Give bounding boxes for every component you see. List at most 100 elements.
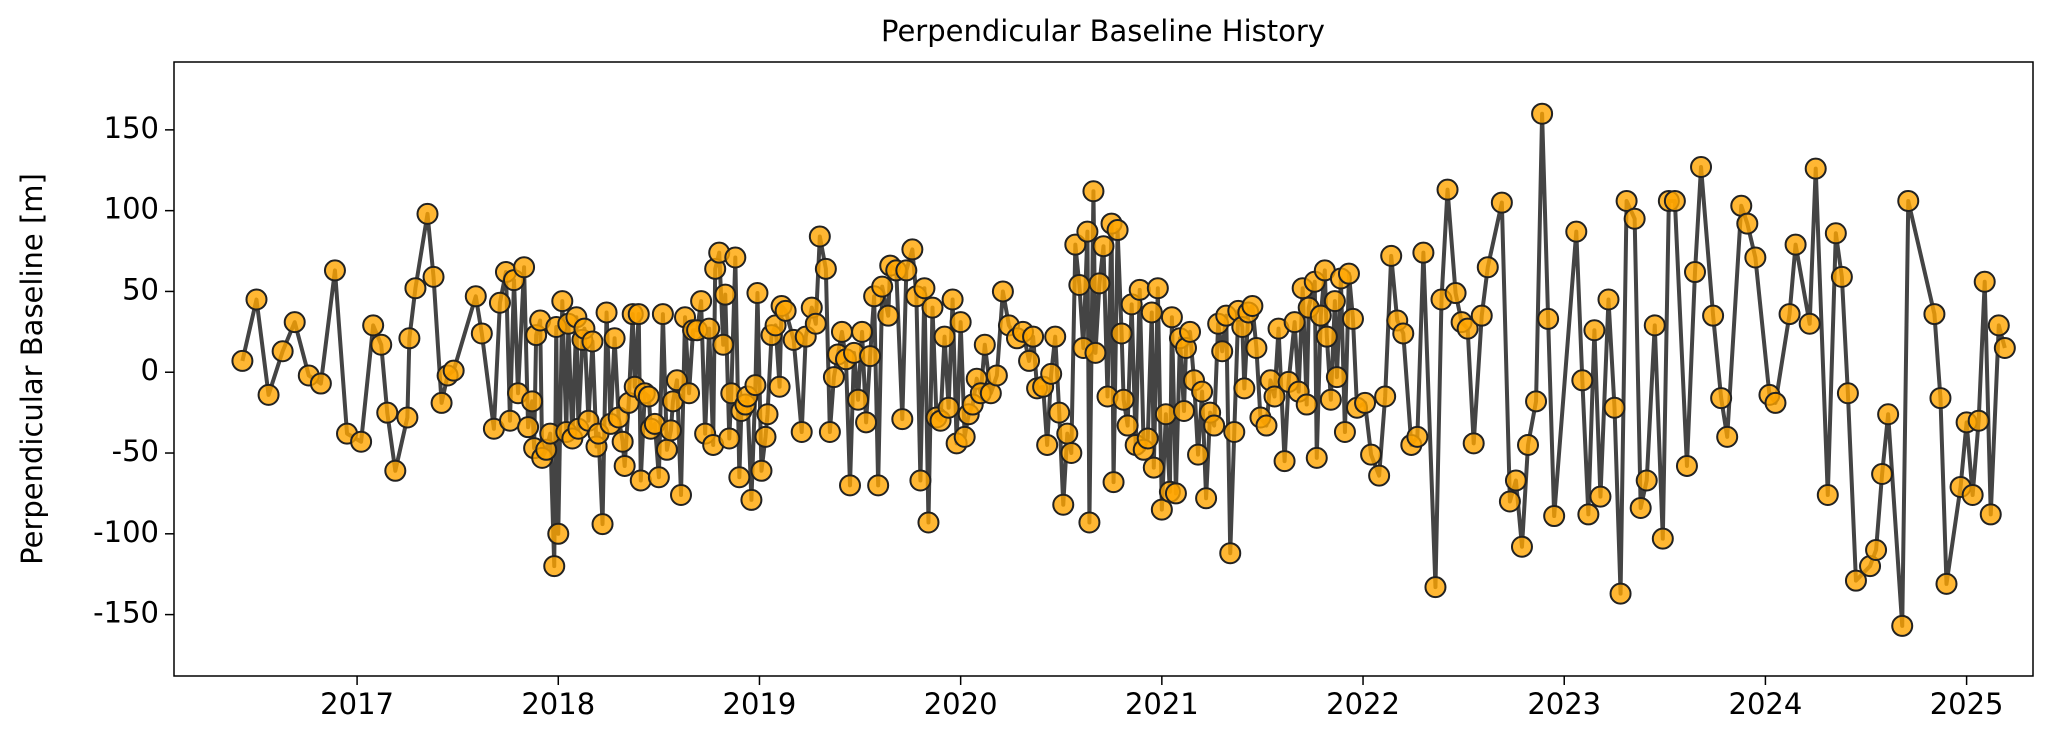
data-point	[1651, 527, 1674, 550]
data-point	[231, 349, 254, 372]
data-point	[581, 330, 604, 353]
y-tick-label: 0	[141, 353, 159, 387]
data-point	[1663, 189, 1686, 212]
data-point	[1128, 278, 1151, 301]
data-point	[1830, 265, 1853, 288]
y-tick-label: -150	[93, 596, 159, 630]
data-point	[1140, 301, 1163, 324]
data-point	[1146, 277, 1169, 300]
data-point	[1341, 307, 1364, 330]
data-point	[1498, 490, 1521, 513]
data-point	[1961, 484, 1984, 507]
data-point	[1112, 388, 1135, 411]
data-point	[985, 364, 1008, 387]
chart-title: Perpendicular Baseline History	[881, 14, 1325, 48]
data-point	[370, 333, 393, 356]
data-point	[547, 522, 570, 545]
data-point	[1804, 157, 1827, 180]
data-point	[1203, 414, 1226, 437]
y-tick-label: -50	[112, 434, 159, 468]
data-point	[1245, 336, 1268, 359]
data-point	[416, 202, 439, 225]
data-point	[603, 327, 626, 350]
data-point	[1424, 576, 1447, 599]
data-point	[941, 288, 964, 311]
data-point	[396, 406, 419, 429]
data-point	[877, 304, 900, 327]
data-point	[973, 333, 996, 356]
data-point	[1543, 505, 1566, 528]
data-point	[470, 322, 493, 345]
data-point	[1241, 294, 1264, 317]
data-point	[442, 359, 465, 382]
data-point	[1273, 450, 1296, 473]
data-point	[376, 401, 399, 424]
data-point	[283, 311, 306, 334]
data-point	[1871, 463, 1894, 486]
data-point	[1609, 582, 1632, 605]
x-tick-label: 2022	[1326, 687, 1400, 721]
data-point	[1187, 443, 1210, 466]
data-point	[1784, 233, 1807, 256]
data-point	[1476, 256, 1499, 279]
data-point	[839, 474, 861, 497]
data-point	[1597, 288, 1620, 311]
data-point	[1374, 385, 1397, 408]
data-point	[1060, 442, 1083, 465]
data-point	[917, 511, 940, 534]
data-point	[1052, 493, 1075, 516]
y-tick-label: 100	[104, 192, 159, 226]
data-point	[1710, 387, 1733, 410]
data-point	[1044, 325, 1067, 348]
data-point	[1589, 485, 1612, 508]
data-point	[855, 411, 878, 434]
data-point	[1490, 191, 1513, 214]
data-point	[1623, 207, 1646, 230]
data-point	[1022, 325, 1045, 348]
data-point	[1525, 390, 1548, 413]
data-point	[595, 301, 618, 324]
data-point	[1565, 220, 1588, 243]
data-point	[814, 257, 837, 280]
data-point	[712, 333, 735, 356]
data-point	[591, 513, 614, 536]
data-point	[1018, 349, 1041, 372]
data-point	[818, 421, 841, 444]
data-point	[629, 469, 652, 492]
data-point	[1116, 414, 1139, 437]
data-point	[1603, 396, 1626, 419]
data-point	[851, 320, 874, 343]
data-point	[1068, 273, 1091, 296]
data-point	[1333, 421, 1356, 444]
data-point	[517, 416, 540, 439]
data-point	[627, 303, 650, 326]
data-point	[323, 259, 346, 282]
data-point	[647, 466, 670, 489]
data-point	[1325, 366, 1348, 389]
data-point	[257, 383, 280, 406]
data-point	[1470, 304, 1493, 327]
data-point	[901, 238, 924, 261]
data-point	[1571, 369, 1594, 392]
data-point	[1836, 382, 1859, 405]
data-point	[714, 283, 737, 306]
data-point	[384, 459, 407, 482]
data-point	[1643, 314, 1666, 337]
data-point	[1444, 282, 1467, 305]
data-point	[670, 484, 692, 507]
data-point	[859, 345, 882, 368]
data-point	[1036, 433, 1059, 456]
data-point	[350, 430, 373, 453]
data-point	[953, 425, 976, 448]
data-point	[1510, 535, 1533, 558]
data-point	[1380, 244, 1403, 267]
x-tick-label: 2023	[1527, 687, 1601, 721]
data-point	[830, 320, 853, 343]
data-point	[1865, 538, 1888, 561]
data-point	[1462, 432, 1485, 455]
data-point	[913, 277, 936, 300]
data-point	[651, 303, 674, 326]
data-point	[362, 314, 385, 337]
data-point	[1368, 464, 1391, 487]
